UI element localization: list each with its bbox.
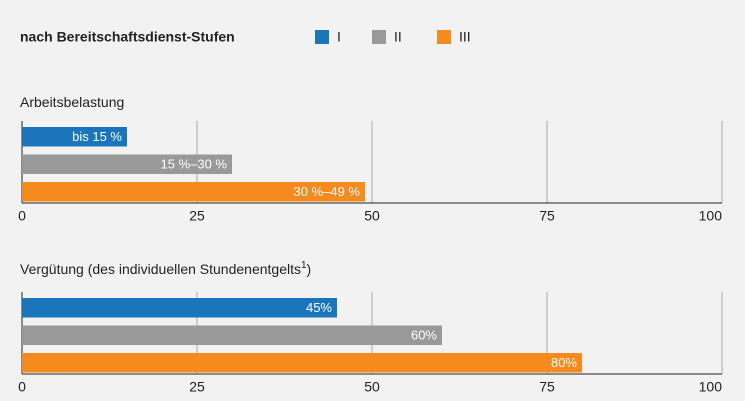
bar bbox=[22, 154, 232, 174]
panel-title-text: Arbeitsbelastung bbox=[20, 94, 124, 110]
x-tick-label: 75 bbox=[539, 208, 555, 224]
legend-label: III bbox=[459, 29, 471, 45]
value-label: bis 15 % bbox=[72, 129, 122, 144]
legend-swatch bbox=[315, 30, 329, 44]
x-tick-label: 50 bbox=[364, 379, 380, 395]
x-tick-label: 100 bbox=[699, 208, 723, 224]
bar bbox=[22, 353, 582, 373]
x-tick-label: 0 bbox=[18, 208, 26, 224]
bar bbox=[22, 325, 442, 345]
chart-title: nach Bereitschaftsdienst-Stufen bbox=[20, 29, 235, 45]
bar bbox=[22, 127, 127, 147]
value-label: 45% bbox=[306, 300, 332, 315]
x-tick-label: 75 bbox=[539, 379, 555, 395]
x-tick-label: 25 bbox=[189, 379, 205, 395]
legend-swatch bbox=[372, 30, 386, 44]
panel-title: Arbeitsbelastung bbox=[20, 94, 124, 110]
legend-swatch bbox=[437, 30, 451, 44]
legend-label: II bbox=[394, 29, 402, 45]
panel-title: Vergütung (des individuellen Stundenentg… bbox=[20, 260, 311, 277]
x-tick-label: 100 bbox=[699, 379, 723, 395]
value-label: 80% bbox=[551, 355, 577, 370]
x-tick-label: 25 bbox=[189, 208, 205, 224]
legend-label: I bbox=[337, 29, 341, 45]
footnote: 1 bbox=[301, 260, 307, 271]
value-label: 30 %–49 % bbox=[294, 184, 361, 199]
value-label: 60% bbox=[411, 327, 437, 342]
panel-title-suffix: ) bbox=[307, 261, 312, 277]
bar bbox=[22, 182, 365, 202]
value-label: 15 %–30 % bbox=[161, 156, 228, 171]
bar bbox=[22, 298, 337, 318]
x-tick-label: 0 bbox=[18, 379, 26, 395]
x-tick-label: 50 bbox=[364, 208, 380, 224]
panel-title-text: Vergütung (des individuellen Stundenentg… bbox=[20, 261, 301, 277]
